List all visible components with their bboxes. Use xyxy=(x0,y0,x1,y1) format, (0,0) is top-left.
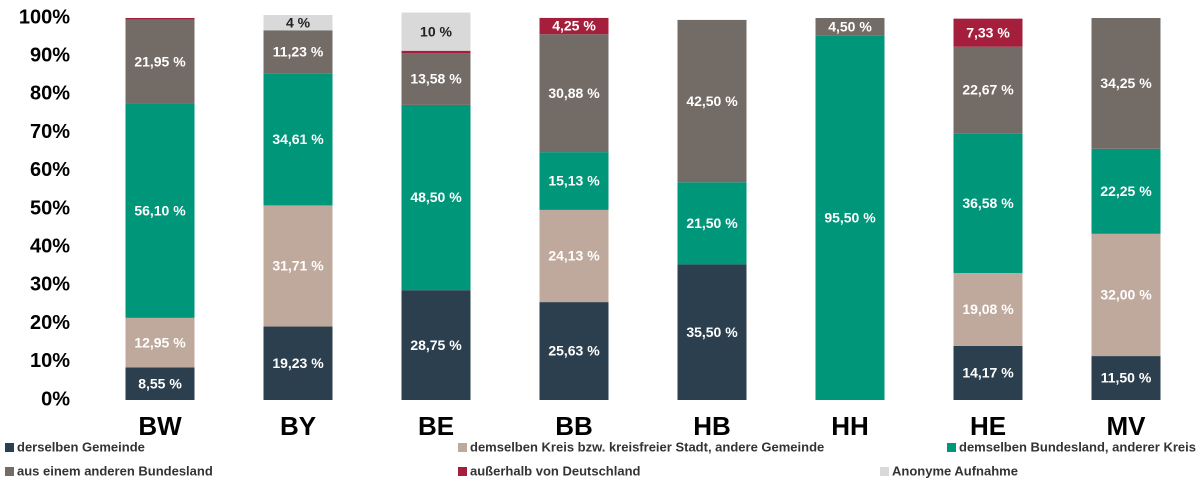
y-tick-label: 90% xyxy=(30,44,70,66)
bar-segment xyxy=(815,35,885,400)
legend-bg xyxy=(0,436,1203,483)
bar-segment xyxy=(125,103,195,318)
bar-segment xyxy=(125,19,195,104)
data-label: 12,95 % xyxy=(134,334,186,350)
bar-segment xyxy=(953,18,1023,47)
data-label: 35,50 % xyxy=(686,324,738,340)
bar-segment xyxy=(539,302,609,400)
y-tick-label: 30% xyxy=(30,274,70,296)
y-tick-label: 10% xyxy=(30,350,70,372)
legend-swatch xyxy=(458,443,467,452)
legend-swatch xyxy=(458,467,467,476)
legend-label: außerhalb von Deutschland xyxy=(470,463,641,478)
data-label: 4 % xyxy=(286,14,311,30)
data-label: 13,58 % xyxy=(410,71,462,87)
data-label: 19,08 % xyxy=(962,301,1014,317)
y-tick-label: 100% xyxy=(19,6,70,28)
bar-segment xyxy=(263,30,333,74)
data-label: 30,88 % xyxy=(548,85,600,101)
bar-segment xyxy=(677,19,747,183)
bar-segment xyxy=(263,15,333,31)
y-tick-label: 70% xyxy=(30,121,70,143)
legend-swatch xyxy=(947,443,956,452)
bar-segment xyxy=(1091,356,1161,400)
data-label: 4,25 % xyxy=(552,18,596,34)
y-tick-label: 0% xyxy=(41,388,70,410)
bar-segment xyxy=(1091,233,1161,357)
data-label: 48,50 % xyxy=(410,189,462,205)
bar-segment xyxy=(953,46,1023,134)
data-label: 21,95 % xyxy=(134,53,186,69)
bar-segment xyxy=(125,317,195,368)
data-label: 24,13 % xyxy=(548,248,600,264)
bar-segment xyxy=(1091,148,1161,234)
bar-segment xyxy=(677,264,747,400)
bar-segment xyxy=(953,272,1023,346)
legend-swatch xyxy=(5,443,14,452)
bar-segment xyxy=(1091,18,1161,149)
bar-segment xyxy=(401,290,471,400)
data-label: 15,13 % xyxy=(548,173,600,189)
bar-segment xyxy=(125,18,195,20)
x-tick-label: BY xyxy=(280,411,316,441)
data-label: 21,50 % xyxy=(686,215,738,231)
legend-label: derselben Gemeinde xyxy=(17,439,145,454)
bar-segment xyxy=(263,205,333,327)
bar-segment xyxy=(539,17,609,35)
legend-label: demselben Bundesland, anderer Kreis xyxy=(959,439,1196,454)
x-tick-label: BE xyxy=(418,411,454,441)
data-label: 56,10 % xyxy=(134,202,186,218)
data-label: 19,23 % xyxy=(272,355,324,371)
data-label: 11,23 % xyxy=(273,43,324,59)
bar-segment xyxy=(401,50,471,54)
data-label: 34,61 % xyxy=(272,131,324,147)
bar-segment xyxy=(539,152,609,210)
bar-segment xyxy=(953,133,1023,273)
data-label: 34,25 % xyxy=(1100,75,1152,91)
x-tick-label: HE xyxy=(970,411,1006,441)
data-label: 22,67 % xyxy=(962,82,1014,98)
data-label: 14,17 % xyxy=(962,365,1014,381)
data-label: 32,00 % xyxy=(1100,287,1152,303)
data-label: 8,55 % xyxy=(138,375,182,391)
y-tick-label: 40% xyxy=(30,235,70,257)
data-label: 28,75 % xyxy=(410,337,462,353)
data-label: 36,58 % xyxy=(962,195,1014,211)
x-tick-label: BW xyxy=(138,411,182,441)
data-label: 11,50 % xyxy=(1101,370,1152,386)
legend-label: aus einem anderen Bundesland xyxy=(17,463,213,478)
bar-segment xyxy=(263,73,333,206)
bar-segment xyxy=(401,53,471,105)
bar-segment xyxy=(815,18,885,36)
x-tick-label: MV xyxy=(1107,411,1147,441)
bar-segment xyxy=(125,367,195,400)
data-label: 25,63 % xyxy=(548,343,600,359)
data-label: 42,50 % xyxy=(686,93,738,109)
y-tick-label: 60% xyxy=(30,159,70,181)
bar-segment xyxy=(401,104,471,291)
legend-label: demselben Kreis bzw. kreisfreier Stadt, … xyxy=(470,439,824,454)
bar-segment xyxy=(401,12,471,51)
bar-segment xyxy=(539,209,609,303)
y-tick-label: 50% xyxy=(30,197,70,219)
legend-swatch xyxy=(880,467,889,476)
x-tick-label: HB xyxy=(693,411,731,441)
data-label: 4,50 % xyxy=(828,18,872,34)
data-label: 95,50 % xyxy=(824,209,876,225)
y-tick-label: 80% xyxy=(30,83,70,105)
legend-swatch xyxy=(5,467,14,476)
data-label: 31,71 % xyxy=(272,258,324,274)
x-tick-label: BB xyxy=(555,411,593,441)
x-tick-label: HH xyxy=(831,411,869,441)
data-label: 22,25 % xyxy=(1100,183,1152,199)
legend-label: Anonyme Aufnahme xyxy=(892,463,1018,478)
bar-segment xyxy=(953,345,1023,400)
bar-segment xyxy=(677,182,747,265)
y-tick-label: 20% xyxy=(30,312,70,334)
data-label: 7,33 % xyxy=(966,24,1010,40)
bar-segment xyxy=(539,34,609,153)
bar-segment xyxy=(263,326,333,400)
data-label: 10 % xyxy=(420,23,452,39)
